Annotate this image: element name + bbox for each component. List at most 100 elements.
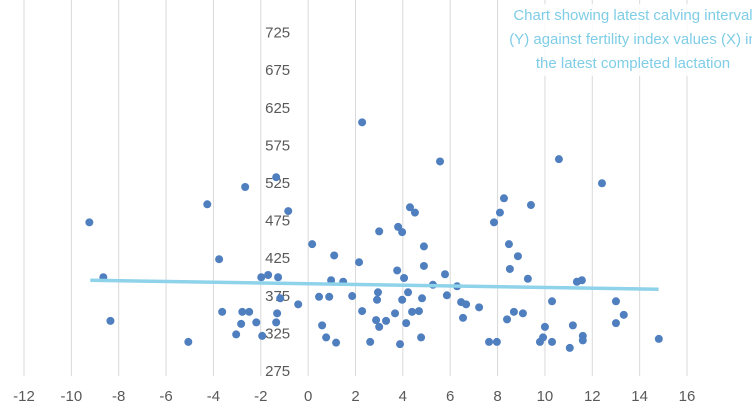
data-point	[414, 307, 423, 316]
data-point	[325, 292, 334, 301]
data-point	[523, 274, 532, 283]
x-tick-label: -10	[61, 388, 83, 405]
y-tick-label: 275	[265, 363, 290, 380]
data-point	[85, 218, 94, 227]
data-point	[442, 291, 451, 300]
data-point	[232, 330, 241, 339]
data-point	[410, 208, 419, 217]
data-point	[408, 307, 417, 316]
data-point	[509, 307, 518, 316]
data-point	[554, 155, 563, 164]
data-point	[257, 273, 266, 282]
data-point	[419, 242, 428, 251]
data-point	[276, 294, 285, 303]
data-point	[597, 179, 606, 188]
data-point	[203, 200, 212, 209]
data-point	[568, 321, 577, 330]
data-point	[264, 270, 273, 279]
data-point	[272, 318, 281, 327]
data-point	[495, 208, 504, 217]
data-point	[611, 319, 620, 328]
data-point	[375, 322, 384, 331]
data-point	[218, 307, 227, 316]
data-point	[611, 297, 620, 306]
data-point	[405, 203, 414, 212]
x-tick-label: 2	[351, 388, 359, 405]
y-tick-label: 725	[265, 25, 290, 42]
data-point	[504, 240, 513, 249]
x-tick-label: 0	[304, 388, 312, 405]
data-point	[459, 313, 468, 322]
data-point	[322, 333, 331, 342]
data-point	[485, 337, 494, 346]
data-point	[294, 300, 303, 309]
data-point	[274, 273, 283, 282]
y-tick-label: 625	[265, 100, 290, 117]
data-point	[375, 227, 384, 236]
x-tick-label: -6	[159, 388, 172, 405]
data-point	[577, 276, 586, 285]
data-point	[499, 194, 508, 203]
data-point	[308, 240, 317, 249]
data-point	[492, 337, 501, 346]
data-point	[404, 288, 413, 297]
y-tick-label: 525	[265, 175, 290, 192]
data-point	[327, 276, 336, 285]
data-point	[505, 264, 514, 273]
data-point	[318, 321, 327, 330]
data-point	[462, 300, 471, 309]
data-point	[398, 295, 407, 304]
data-point	[252, 318, 261, 327]
data-point	[241, 183, 250, 192]
y-tick-label: 475	[265, 213, 290, 230]
data-point	[215, 255, 224, 264]
x-tick-label: 10	[537, 388, 554, 405]
data-point	[503, 315, 512, 324]
data-point	[548, 297, 557, 306]
data-point	[238, 307, 247, 316]
data-point	[348, 292, 357, 301]
data-point	[548, 337, 557, 346]
data-point	[436, 157, 445, 166]
data-point	[332, 338, 341, 347]
data-point	[418, 294, 427, 303]
data-point	[475, 303, 484, 312]
data-point	[396, 340, 405, 349]
y-tick-label: 325	[265, 325, 290, 342]
x-tick-label: -12	[13, 388, 35, 405]
data-point	[400, 274, 409, 282]
data-point	[355, 258, 364, 267]
x-tick-label: -8	[112, 388, 125, 405]
data-point	[654, 334, 663, 343]
x-tick-label: 4	[399, 388, 407, 405]
data-point	[518, 309, 527, 318]
x-tick-label: 16	[679, 388, 696, 405]
data-point	[398, 228, 407, 237]
data-point	[273, 309, 282, 318]
data-point	[258, 331, 267, 340]
data-point	[237, 319, 246, 328]
data-point	[417, 333, 426, 342]
data-point	[315, 292, 324, 301]
data-point	[272, 173, 281, 182]
data-point	[366, 337, 375, 346]
x-tick-label: -2	[254, 388, 267, 405]
data-point	[539, 333, 548, 342]
data-point	[513, 252, 522, 261]
data-point	[382, 316, 391, 325]
x-tick-label: 14	[631, 388, 648, 405]
x-tick-label: 6	[446, 388, 454, 405]
trendline	[90, 278, 659, 292]
data-point	[373, 295, 382, 304]
data-point	[245, 307, 254, 316]
data-point	[565, 343, 574, 352]
data-point	[372, 316, 381, 325]
data-point	[419, 261, 428, 270]
data-point	[540, 322, 549, 331]
y-tick-label: 575	[265, 137, 290, 154]
data-point	[619, 310, 628, 319]
y-tick-label: 675	[265, 62, 290, 79]
data-point	[393, 266, 402, 275]
data-point	[330, 251, 339, 260]
